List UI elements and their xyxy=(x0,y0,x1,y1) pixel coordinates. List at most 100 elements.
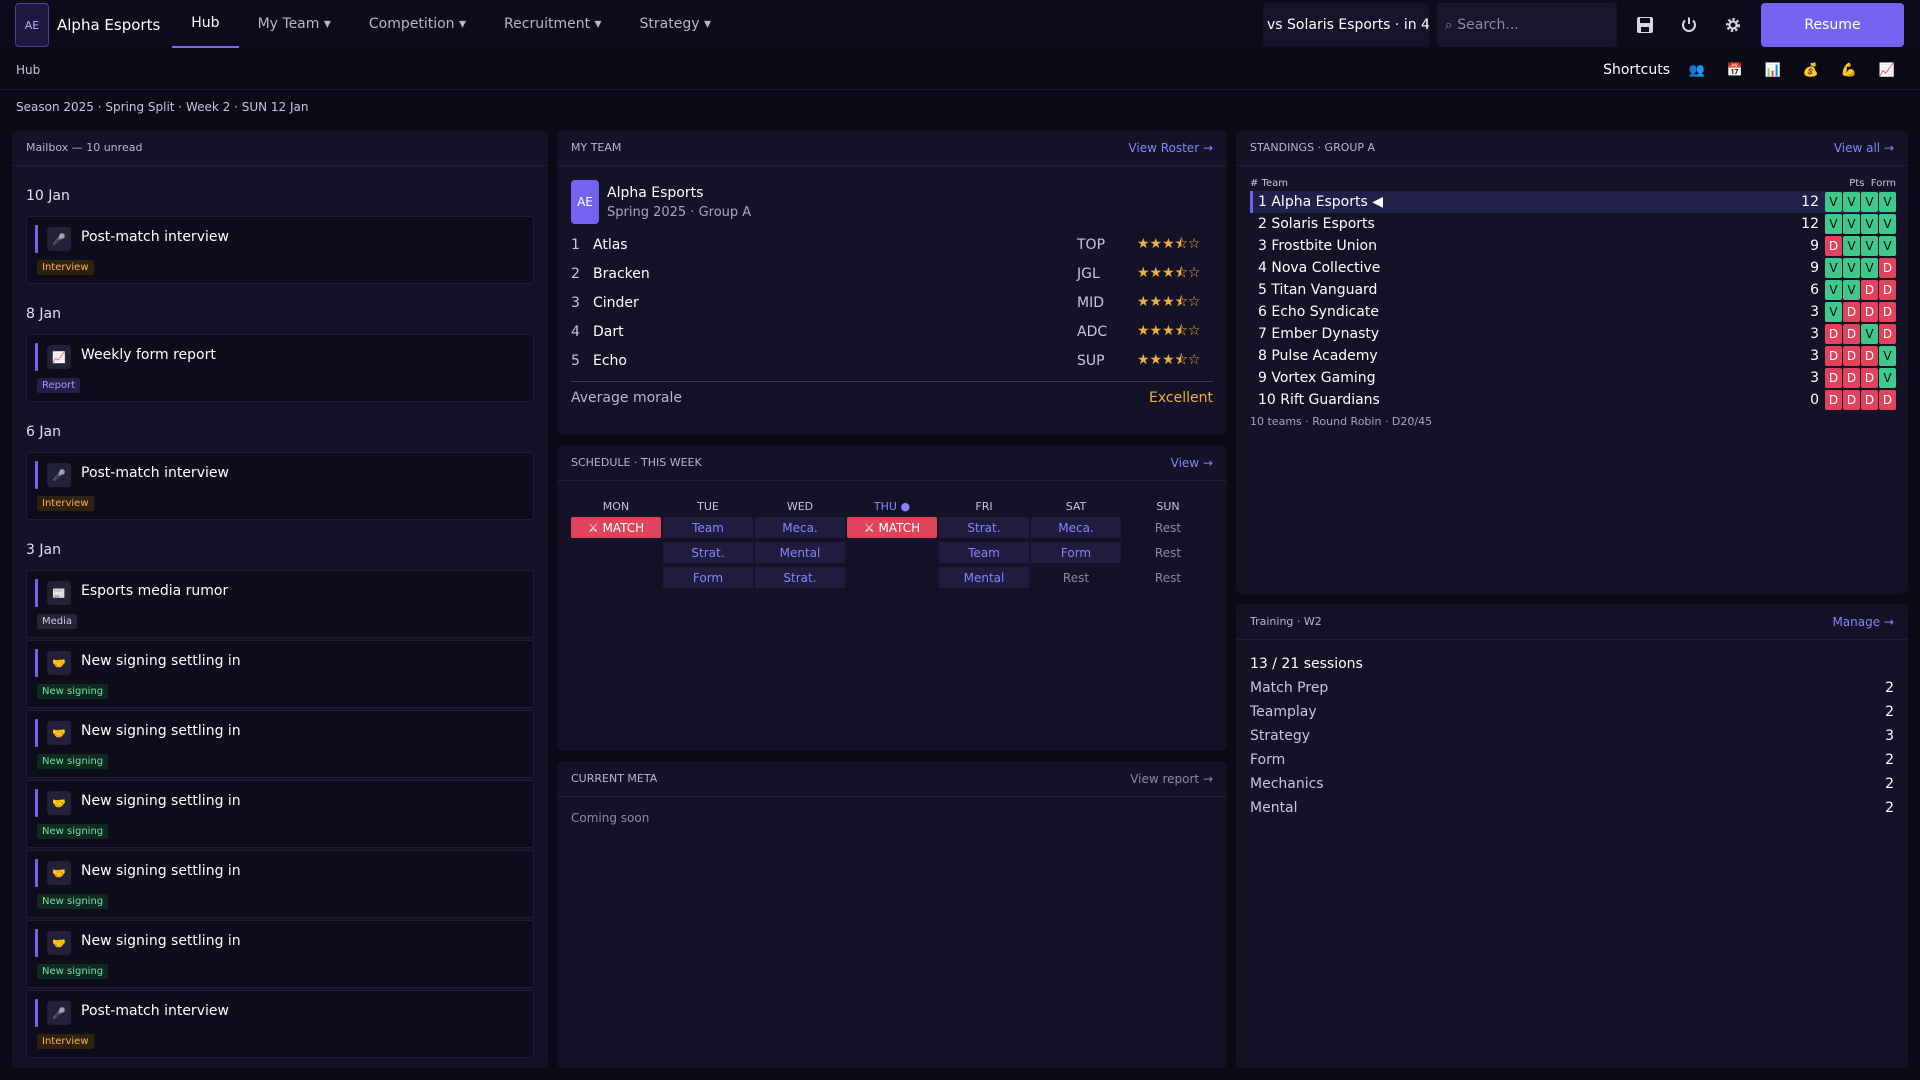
nav-hub[interactable]: Hub xyxy=(172,0,239,48)
standings-team-name: 9 Vortex Gaming xyxy=(1258,370,1376,386)
standings-team-name: 6 Echo Syndicate xyxy=(1258,304,1379,320)
nav-strategy[interactable]: Strategy ▾ xyxy=(639,16,712,32)
schedule-rest-slot[interactable]: Rest xyxy=(1154,545,1182,560)
training-total: 13 / 21 sessions xyxy=(1250,656,1363,672)
next-match-indicator[interactable]: vs Solaris Esports · in 4 d xyxy=(1263,3,1429,47)
schedule-training-slot[interactable]: Form xyxy=(1031,542,1121,563)
player-list: 1 Atlas TOP ★★★⯪☆ 2 Bracken JGL ★★★⯪☆ 3 Cinder MID… xyxy=(557,230,1227,375)
player-number: 5 xyxy=(571,352,580,369)
player-number: 4 xyxy=(571,323,580,340)
standings-row[interactable]: 4 Nova Collective 9 V V V D xyxy=(1250,257,1896,279)
schedule-training-slot[interactable]: Form xyxy=(663,567,753,588)
mail-item[interactable]: 🤝 New signing settling in New signing xyxy=(26,780,534,848)
form-result-badge: D xyxy=(1879,302,1896,322)
mail-item-tag: New signing xyxy=(37,754,109,769)
mail-list: 10 Jan 🎤 Post-match interview Interview 8 Ja… xyxy=(12,188,548,1058)
schedule-rest-slot[interactable]: Rest xyxy=(1062,570,1090,585)
player-row[interactable]: 3 Cinder MID ★★★⯪☆ xyxy=(571,288,1213,317)
form-result-badge: V xyxy=(1843,280,1860,300)
mail-item[interactable]: 🎤 Post-match interview Interview xyxy=(26,452,534,520)
schedule-training-slot[interactable]: Mental xyxy=(939,567,1029,588)
schedule-match-slot[interactable]: ⚔ MATCH xyxy=(571,517,661,538)
manage-training-link[interactable]: Manage → xyxy=(1832,614,1894,629)
standings-team-name: 8 Pulse Academy xyxy=(1258,348,1378,364)
mail-item-title: New signing settling in xyxy=(81,653,241,669)
form-result-badge: D xyxy=(1825,390,1842,410)
calendar-shortcut-icon[interactable]: 📅 xyxy=(1726,62,1744,78)
my-team-header: MY TEAM View Roster → xyxy=(557,130,1227,166)
player-row[interactable]: 5 Echo SUP ★★★⯪☆ xyxy=(571,346,1213,375)
mail-item[interactable]: 🤝 New signing settling in New signing xyxy=(26,640,534,708)
standings-row[interactable]: 10 Rift Guardians 0 D D D D xyxy=(1250,389,1896,411)
standings-row[interactable]: 3 Frostbite Union 9 D V V V xyxy=(1250,235,1896,257)
mail-item-title: Post-match interview xyxy=(81,1003,229,1019)
training-row: Mental 2 xyxy=(1250,796,1894,820)
standings-points: 9 xyxy=(1810,260,1819,276)
morale-value: Excellent xyxy=(1149,390,1213,406)
schedule-training-slot[interactable]: Team xyxy=(663,517,753,538)
schedule-match-slot[interactable]: ⚔ MATCH xyxy=(847,517,937,538)
col-pts-form-header: Pts Form xyxy=(1849,178,1896,189)
mail-item[interactable]: 🤝 New signing settling in New signing xyxy=(26,920,534,988)
mail-item[interactable]: 🎤 Post-match interview Interview xyxy=(26,990,534,1058)
sub-bar: Hub Shortcuts 👥 📅 📊 💰 💪 📈 xyxy=(0,50,1920,90)
search-input[interactable]: Search... xyxy=(1457,17,1519,33)
newspaper-icon: 📰 xyxy=(47,581,71,605)
training-shortcut-icon[interactable]: 💪 xyxy=(1840,62,1858,78)
form-shortcut-icon[interactable]: 📈 xyxy=(1878,62,1896,78)
schedule-training-slot[interactable]: Meca. xyxy=(1031,517,1121,538)
resume-button[interactable]: Resume xyxy=(1761,3,1904,47)
gear-icon[interactable] xyxy=(1711,3,1755,47)
nav-my-team[interactable]: My Team ▾ xyxy=(257,16,331,32)
view-all-standings-link[interactable]: View all → xyxy=(1833,140,1894,155)
schedule-rest-slot[interactable]: Rest xyxy=(1154,570,1182,585)
mail-item[interactable]: 🎤 Post-match interview Interview xyxy=(26,216,534,284)
schedule-day-header: FRI xyxy=(975,500,993,513)
schedule-rest-slot[interactable]: Rest xyxy=(1154,520,1182,535)
schedule-training-slot[interactable]: Meca. xyxy=(755,517,845,538)
handshake-icon: 🤝 xyxy=(47,791,71,815)
standings-row[interactable]: 5 Titan Vanguard 6 V V D D xyxy=(1250,279,1896,301)
schedule-training-slot[interactable]: Mental xyxy=(755,542,845,563)
mail-item[interactable]: 🤝 New signing settling in New signing xyxy=(26,850,534,918)
schedule-training-slot[interactable]: Strat. xyxy=(939,517,1029,538)
schedule-training-slot[interactable]: Team xyxy=(939,542,1029,563)
mail-item[interactable]: 🤝 New signing settling in New signing xyxy=(26,710,534,778)
stats-shortcut-icon[interactable]: 📊 xyxy=(1764,62,1782,78)
form-result-badge: V xyxy=(1843,236,1860,256)
nav-recruitment[interactable]: Recruitment ▾ xyxy=(504,16,602,32)
standings-row[interactable]: 7 Ember Dynasty 3 D D V D xyxy=(1250,323,1896,345)
view-roster-link[interactable]: View Roster → xyxy=(1128,140,1213,155)
save-icon[interactable] xyxy=(1623,3,1667,47)
standings-points: 6 xyxy=(1810,282,1819,298)
roster-shortcut-icon[interactable]: 👥 xyxy=(1688,62,1706,78)
standings-row[interactable]: 1 Alpha Esports ◀ 12 V V V V xyxy=(1250,191,1896,213)
view-schedule-link[interactable]: View → xyxy=(1170,455,1213,470)
standings-row[interactable]: 9 Vortex Gaming 3 D D D V xyxy=(1250,367,1896,389)
player-row[interactable]: 4 Dart ADC ★★★⯪☆ xyxy=(571,317,1213,346)
standings-points: 0 xyxy=(1810,392,1819,408)
standings-row[interactable]: 8 Pulse Academy 3 D D D V xyxy=(1250,345,1896,367)
nav-competition[interactable]: Competition ▾ xyxy=(368,16,467,32)
form-result-badge: V xyxy=(1861,258,1878,278)
finance-shortcut-icon[interactable]: 💰 xyxy=(1802,62,1820,78)
view-report-link[interactable]: View report → xyxy=(1130,771,1213,786)
form-result-badge: V xyxy=(1843,258,1860,278)
mail-item[interactable]: 📰 Esports media rumor Media xyxy=(26,570,534,638)
standings-row[interactable]: 2 Solaris Esports 12 V V V V xyxy=(1250,213,1896,235)
player-position: TOP xyxy=(1077,236,1106,253)
player-row[interactable]: 1 Atlas TOP ★★★⯪☆ xyxy=(571,230,1213,259)
search-box[interactable]: ⌕ Search... xyxy=(1437,3,1617,47)
schedule-training-slot[interactable]: Strat. xyxy=(755,567,845,588)
schedule-training-slot[interactable]: Strat. xyxy=(663,542,753,563)
mail-item-tag: Interview xyxy=(37,260,94,275)
power-icon[interactable] xyxy=(1667,3,1711,47)
mail-item[interactable]: 📈 Weekly form report Report xyxy=(26,334,534,402)
standings-row[interactable]: 6 Echo Syndicate 3 V D D D xyxy=(1250,301,1896,323)
mail-date-heading: 6 Jan xyxy=(26,424,61,440)
standings-header: STANDINGS · GROUP A View all → xyxy=(1236,130,1908,166)
player-row[interactable]: 2 Bracken JGL ★★★⯪☆ xyxy=(571,259,1213,288)
form-result-badge: V xyxy=(1843,214,1860,234)
main-nav: Hub My Team ▾ Competition ▾ Recruitment … xyxy=(172,0,730,50)
